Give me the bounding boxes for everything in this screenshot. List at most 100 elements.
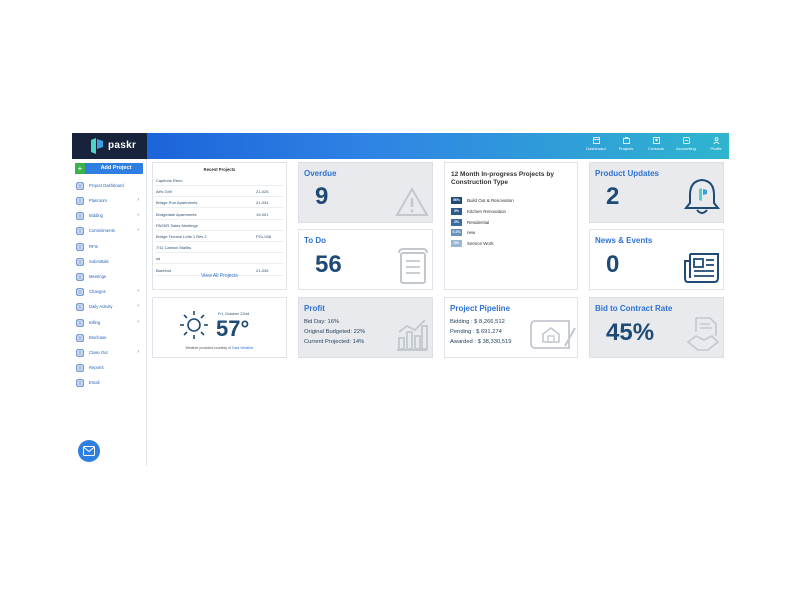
sidebar: + Add Project Project Dashboard Planroom ›… xyxy=(72,159,147,466)
activity-icon xyxy=(76,303,84,311)
project-code: 19-001 xyxy=(256,211,269,217)
recent-project-row[interactable]: Bridge Run Apartments 21-034 xyxy=(155,197,284,209)
sidebar-item-email[interactable]: Email xyxy=(76,378,142,388)
project-name: Alf's Grill xyxy=(156,189,172,195)
chevron-right-icon: › xyxy=(137,288,139,294)
profit-original: Original Budgeted: 22% xyxy=(304,329,366,335)
profit-card[interactable]: Profit Bid Day: 16% Original Budgeted: 2… xyxy=(298,297,433,358)
recent-project-row[interactable]: Barefoot 21-045 xyxy=(155,265,284,276)
recent-project-row[interactable]: Captions Reno xyxy=(155,175,284,186)
sidebar-item-label: Submittals xyxy=(89,259,109,264)
changes-icon xyxy=(76,288,84,296)
accounting-icon xyxy=(682,137,690,144)
percent-badge: 3% xyxy=(451,207,462,215)
recent-project-row[interactable]: Bridgedale Apartments 19-001 xyxy=(155,209,284,220)
email-icon xyxy=(76,379,84,387)
view-all-projects-link[interactable]: View All Projects xyxy=(201,273,238,279)
in-progress-title: 12 Month In-progress Projects by Constru… xyxy=(451,171,554,186)
in-progress-projects-card: 12 Month In-progress Projects by Constru… xyxy=(444,162,578,290)
sidebar-item-label: Meetings xyxy=(89,274,106,279)
sidebar-item-daily-activity[interactable]: Daily Activity › xyxy=(76,302,142,312)
news-events-card[interactable]: News & Events 0 xyxy=(589,229,724,290)
close-out-icon xyxy=(76,349,84,357)
project-name: 7/11 Calmon Malibu xyxy=(156,245,192,251)
weather-credit-link[interactable]: Dark Weather xyxy=(232,346,254,350)
bid-contract-rate-card[interactable]: Bid to Contract Rate 45% xyxy=(589,297,724,358)
sidebar-item-close-out[interactable]: Close Out › xyxy=(76,348,142,358)
sidebar-item-briefcase[interactable]: Briefcase xyxy=(76,333,142,343)
sidebar-item-label: Billing xyxy=(89,320,101,325)
nav-profile[interactable]: Profile xyxy=(701,137,729,157)
bid-rate-title: Bid to Contract Rate xyxy=(595,304,673,313)
chevron-right-icon: › xyxy=(137,349,139,355)
recent-project-row[interactable]: 7/11 Calmon Malibu xyxy=(155,242,284,254)
project-name: Captions Reno xyxy=(156,178,183,183)
nav-projects[interactable]: Projects xyxy=(611,137,641,157)
todo-card[interactable]: To Do 56 xyxy=(298,229,433,290)
recent-project-row[interactable]: PASKR Sales Meetings xyxy=(155,220,284,231)
product-updates-card[interactable]: Product Updates 2 xyxy=(589,162,724,223)
nav-dashboard[interactable]: Dashboard xyxy=(581,137,611,157)
weather-date: Fri, October 22nd xyxy=(218,311,250,316)
sidebar-item-planroom[interactable]: Planroom › xyxy=(76,196,142,206)
sidebar-item-project-dashboard[interactable]: Project Dashboard xyxy=(76,181,142,191)
overdue-card[interactable]: Overdue 9 xyxy=(298,162,433,223)
sidebar-item-rfis[interactable]: RFIs xyxy=(76,242,142,252)
nav-label: Profile xyxy=(710,146,722,151)
recent-project-row[interactable]: sd xyxy=(155,253,284,265)
planroom-icon xyxy=(76,197,84,205)
project-pipeline-card[interactable]: Project Pipeline Bidding : $ 8,266,512 P… xyxy=(444,297,578,358)
project-name: Bridgedale Apartments xyxy=(156,211,197,217)
sidebar-item-label: Commitments xyxy=(89,228,115,233)
sidebar-item-label: Daily Activity xyxy=(89,304,113,309)
sidebar-item-label: Changes xyxy=(89,289,106,294)
overdue-title: Overdue xyxy=(304,169,337,178)
percent-badge: 0% xyxy=(451,240,462,248)
sidebar-item-label: Reports xyxy=(89,365,104,370)
sidebar-item-bidding[interactable]: Bidding › xyxy=(76,211,142,221)
bid-rate-value: 45% xyxy=(606,319,655,346)
add-project-button[interactable]: + Add Project xyxy=(75,163,143,174)
profit-current: Current Projected: 14% xyxy=(304,339,365,345)
percent-badge: 56% xyxy=(451,197,462,204)
warning-icon xyxy=(395,187,429,216)
chevron-right-icon: › xyxy=(137,303,139,309)
news-events-title: News & Events xyxy=(595,236,653,245)
dashboard-icon xyxy=(592,137,600,144)
sidebar-item-billing[interactable]: Billing › xyxy=(76,318,142,328)
chevron-right-icon: › xyxy=(137,197,139,203)
nav-label: Dashboard xyxy=(586,146,606,151)
sidebar-item-reports[interactable]: Reports xyxy=(76,363,142,373)
weather-credit: Weather provided courtesy of Dark Weathe… xyxy=(153,346,286,350)
logo[interactable]: paskr xyxy=(72,133,147,159)
weather-card: Fri, October 22nd 57° Weather provided c… xyxy=(152,297,287,358)
todo-count: 56 xyxy=(315,251,342,278)
sidebar-item-submittals[interactable]: Submittals xyxy=(76,257,142,267)
profit-title: Profit xyxy=(304,304,325,313)
reports-icon xyxy=(76,364,84,372)
sidebar-item-commitments[interactable]: Commitments › xyxy=(76,226,142,236)
recent-project-row[interactable]: Bridge Terrace Lofts 1 Res 2 P21-048 xyxy=(155,231,284,242)
construction-type-label: Residential xyxy=(467,219,490,225)
project-name: Bridge Terrace Lofts 1 Res 2 xyxy=(156,234,207,239)
nav-contacts[interactable]: Contacts xyxy=(641,137,671,157)
briefcase-icon xyxy=(76,334,84,342)
sidebar-item-label: Project Dashboard xyxy=(89,183,124,188)
sidebar-item-label: Close Out xyxy=(89,350,108,355)
projects-icon xyxy=(622,137,630,144)
nav-label: Accounting xyxy=(676,146,696,151)
percent-badge: 0.1% xyxy=(451,229,462,237)
todo-title: To Do xyxy=(304,236,327,245)
nav-accounting[interactable]: Accounting xyxy=(671,137,701,157)
recent-project-row[interactable]: Alf's Grill 21-026 xyxy=(155,186,284,198)
project-name: sd xyxy=(156,256,161,262)
project-name: Bridge Run Apartments xyxy=(156,200,198,206)
mail-icon xyxy=(83,446,95,456)
compose-mail-button[interactable] xyxy=(78,440,100,462)
sidebar-item-meetings[interactable]: Meetings xyxy=(76,272,142,282)
construction-type-label: Service Work xyxy=(467,241,494,247)
sidebar-item-changes[interactable]: Changes › xyxy=(76,287,142,297)
submittal-icon xyxy=(76,258,84,266)
gavel-icon xyxy=(76,212,84,220)
dashboard-icon xyxy=(76,182,84,190)
